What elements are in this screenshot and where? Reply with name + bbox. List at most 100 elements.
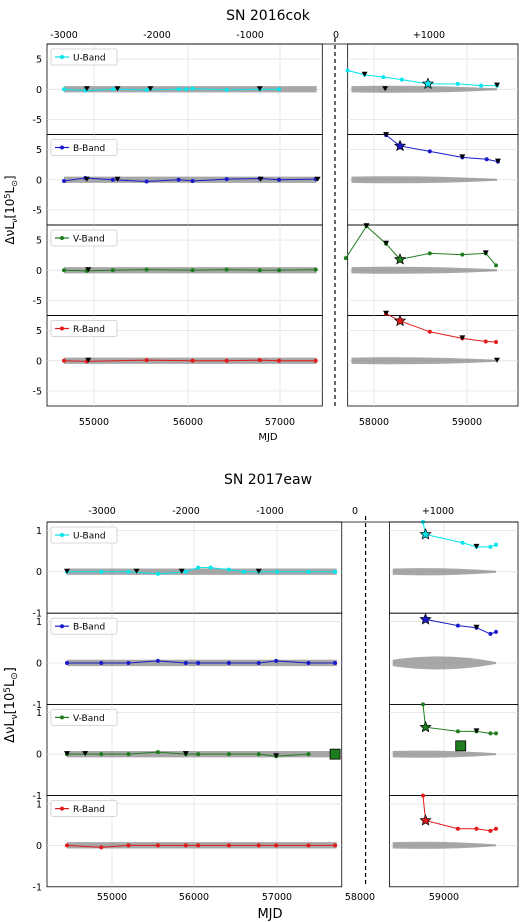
data-point — [274, 658, 279, 663]
legend-b-band: B-Band — [50, 139, 118, 156]
y-tick-label: -1 — [33, 791, 42, 802]
peak-star-marker — [393, 252, 407, 265]
y-tick-label: 5 — [36, 326, 42, 337]
panel1-bottom-tick: 56000 — [173, 417, 203, 428]
upper-limit-marker — [361, 71, 368, 77]
upper-limit-marker — [459, 154, 466, 160]
data-point — [277, 268, 282, 273]
panel2-top-tick: +1000 — [422, 506, 454, 517]
uncertainty-band-post — [351, 176, 497, 184]
legend-label: U-Band — [73, 54, 106, 64]
data-point — [62, 87, 66, 92]
peak-star-marker — [419, 720, 432, 733]
data-point — [460, 252, 465, 257]
series-line-post — [422, 521, 497, 548]
data-point — [455, 81, 460, 86]
legend-label: B-Band — [73, 623, 105, 633]
data-point — [226, 660, 231, 665]
subplot-frame-left — [46, 795, 343, 888]
upper-limit-marker — [83, 176, 90, 182]
peak-star-marker — [419, 612, 432, 625]
upper-limit-marker — [382, 86, 389, 92]
panel1-top-tick: 0 — [333, 30, 339, 41]
subplot-u-band: 1 0 -1 U-Band — [33, 520, 519, 620]
panel2-top-axis: -3000 -2000 -1000 0 +1000 — [88, 506, 454, 517]
data-point — [99, 660, 104, 665]
upper-limit-marker — [363, 223, 370, 229]
data-point — [155, 750, 160, 755]
subplot-frame-right — [388, 704, 519, 797]
legend-marker — [60, 533, 64, 537]
upper-limit-marker — [459, 335, 466, 341]
legend-u-band: U-Band — [50, 526, 118, 544]
panel2-top-tick: -1000 — [256, 506, 284, 517]
uncertainty-band-post — [351, 357, 497, 365]
data-point — [155, 843, 160, 848]
upper-limit-marker — [273, 753, 280, 759]
data-point — [226, 843, 231, 848]
data-point — [144, 358, 149, 363]
legend-label: V-Band — [73, 235, 105, 245]
peak-star-marker — [393, 314, 407, 327]
data-point — [62, 178, 66, 183]
data-point — [488, 544, 493, 549]
upper-limit-marker — [85, 267, 92, 273]
y-tick-label: 1 — [36, 526, 42, 537]
panel2-top-tick: 0 — [352, 506, 358, 517]
data-point — [110, 268, 115, 273]
data-point — [126, 843, 131, 848]
uncertainty-band-post — [392, 750, 496, 758]
data-point — [427, 329, 432, 334]
panel1-bottom-tick: 57000 — [265, 417, 295, 428]
y-tick-label: -5 — [33, 205, 42, 216]
panel1-title: SN 2016cok — [226, 8, 311, 24]
legend-marker — [60, 145, 64, 150]
panel1-ylabel: ΔνLν[105L⊙] — [3, 175, 19, 244]
panel2-bottom-tick: 57000 — [262, 892, 292, 903]
data-point — [224, 87, 229, 92]
y-tick-label: -1 — [33, 609, 42, 620]
data-point — [488, 731, 493, 736]
data-point — [224, 267, 229, 272]
upper-limit-marker — [178, 568, 185, 574]
data-point — [483, 339, 488, 344]
upper-limit-marker — [473, 543, 480, 549]
uncertainty-band-post — [351, 266, 497, 274]
data-point — [257, 358, 262, 363]
y-tick-label: 0 — [36, 85, 42, 96]
data-point — [144, 87, 149, 92]
y-tick-label: 1 — [36, 708, 42, 719]
legend-label: R-Band — [73, 805, 105, 815]
panel1-bottom-tick: 55000 — [79, 417, 109, 428]
panel2-bottom-tick: 59000 — [429, 892, 459, 903]
legend-label: B-Band — [73, 144, 105, 154]
subplot-b-band: 5 0 -5 B-Band — [33, 132, 519, 226]
data-point — [313, 358, 318, 363]
subplot-frame-right — [388, 795, 519, 888]
legend-v-band: V-Band — [50, 709, 118, 726]
panel2-top-tick: -2000 — [172, 506, 200, 517]
data-point — [399, 77, 404, 82]
y-tick-label: 5 — [36, 55, 42, 66]
series-line-pre — [67, 751, 309, 757]
peak-star-marker — [419, 527, 432, 540]
upper-limit-marker — [82, 751, 89, 757]
data-point — [176, 87, 181, 92]
upper-limit-marker — [482, 250, 489, 256]
peak-star-marker — [419, 814, 432, 826]
panel1-top-tick: +1000 — [413, 30, 445, 41]
data-point — [176, 177, 181, 182]
data-point — [183, 843, 188, 848]
legend-box — [50, 320, 118, 337]
series-line-post — [422, 795, 497, 832]
data-point — [313, 267, 318, 272]
legend-v-band: V-Band — [50, 229, 118, 247]
panel1-top-tick: -2000 — [143, 30, 171, 41]
panel1-bottom-tick: 58000 — [359, 417, 389, 428]
panel1-top-tick: -3000 — [50, 30, 78, 41]
data-point — [224, 358, 229, 363]
subplot-u-band: 5 0 -5 U-Band — [33, 43, 519, 135]
data-point — [256, 752, 261, 757]
data-point — [460, 540, 465, 545]
